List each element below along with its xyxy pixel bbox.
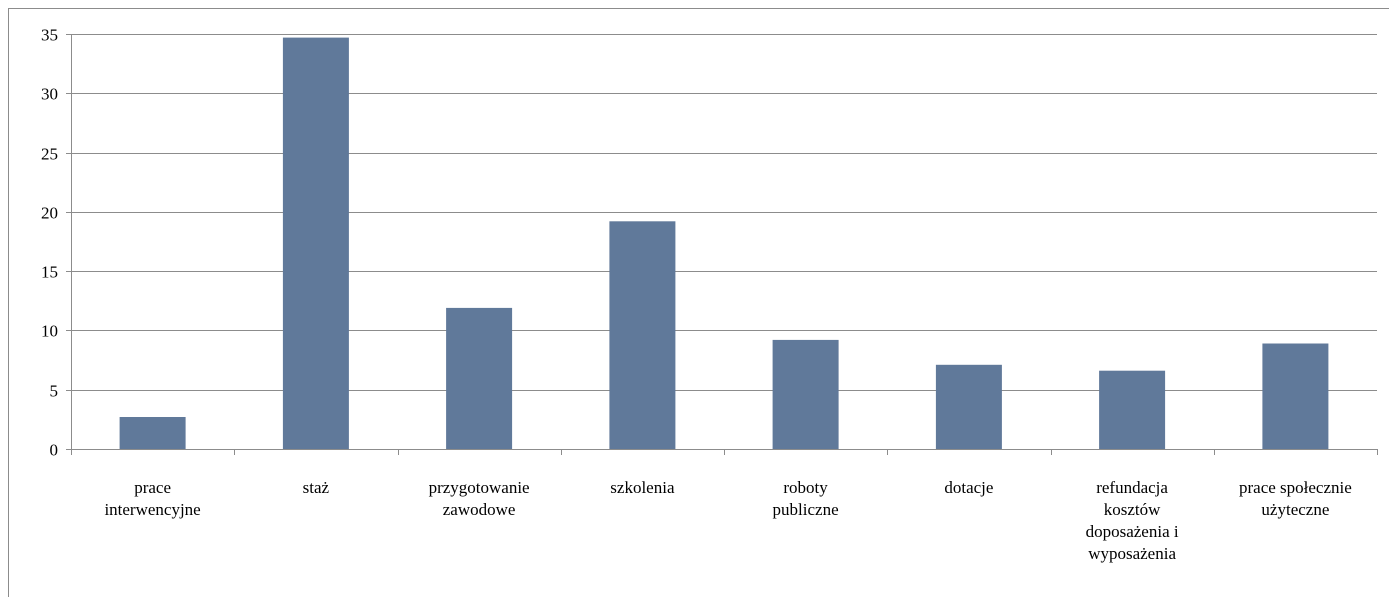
x-category-label-line: kosztów — [1104, 500, 1161, 519]
y-tick-label: 30 — [41, 85, 58, 104]
x-category-label-line: doposażenia i — [1086, 522, 1179, 541]
y-tick-label: 10 — [41, 322, 58, 341]
x-category-label: refundacja kosztów doposażenia i wyposażeni… — [1086, 478, 1179, 563]
x-category-label-line: dotacje — [944, 478, 993, 497]
y-tick-label: 35 — [41, 26, 58, 45]
bar — [1099, 370, 1166, 449]
bar — [935, 364, 1002, 449]
x-category-label: dotacje — [944, 478, 993, 497]
y-tick-label: 0 — [50, 441, 59, 460]
axes — [66, 34, 1378, 455]
bar — [282, 37, 349, 449]
x-category-label-line: staż — [303, 478, 330, 497]
x-category-label: staż — [303, 478, 330, 497]
x-category-label-line: refundacja — [1096, 478, 1168, 497]
x-category-label-line: przygotowanie — [429, 478, 530, 497]
bars — [119, 37, 1329, 449]
y-tick-label: 20 — [41, 204, 58, 223]
y-tick-label: 5 — [50, 382, 59, 401]
x-category-label-line: prace — [134, 478, 171, 497]
y-tick-label: 25 — [41, 145, 58, 164]
bar — [119, 417, 186, 449]
x-category-label-line: wyposażenia — [1088, 544, 1176, 563]
x-category-label: roboty publiczne — [773, 478, 839, 519]
x-category-labels: prace interwencyjne staż przygotowanie zawod… — [104, 478, 1351, 563]
x-category-label: szkolenia — [610, 478, 675, 497]
bar — [609, 221, 676, 449]
x-category-label-line: interwencyjne — [104, 500, 200, 519]
x-category-label: prace społecznie użyteczne — [1239, 478, 1352, 519]
x-category-label-line: użyteczne — [1261, 500, 1329, 519]
gridlines — [66, 34, 1377, 391]
x-category-label-line: publiczne — [773, 500, 839, 519]
chart-frame — [8, 8, 1389, 597]
bar — [446, 307, 513, 449]
x-category-label-line: roboty — [783, 478, 828, 497]
bar — [1262, 343, 1329, 449]
x-category-label: prace interwencyjne — [104, 478, 200, 519]
y-tick-label: 15 — [41, 263, 58, 282]
x-category-label: przygotowanie zawodowe — [429, 478, 530, 519]
x-category-label-line: zawodowe — [443, 500, 516, 519]
y-tick-labels: 0 5 10 15 20 25 30 35 — [41, 26, 58, 460]
bar — [772, 339, 839, 449]
x-category-label-line: prace społecznie — [1239, 478, 1352, 497]
x-category-label-line: szkolenia — [610, 478, 675, 497]
